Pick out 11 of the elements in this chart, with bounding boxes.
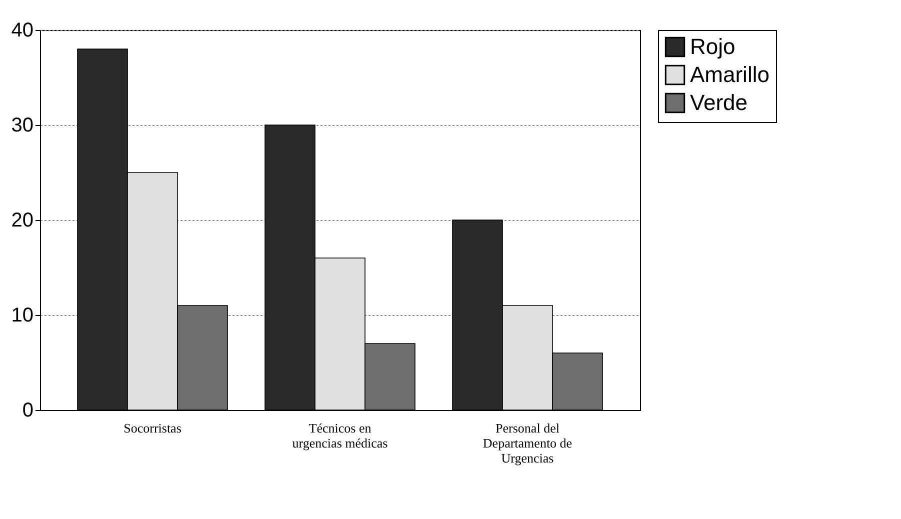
y-tick-label: 10	[11, 304, 34, 326]
x-tick-label: Técnicos en urgencias médicas	[292, 420, 388, 450]
y-tick-label: 40	[11, 20, 34, 42]
y-tick-label: 0	[22, 400, 34, 422]
legend-label: Amarillo	[690, 62, 770, 87]
x-tick-label: Socorristas	[124, 420, 182, 436]
y-tick-label: 30	[11, 114, 34, 136]
legend-label: Rojo	[690, 34, 736, 59]
x-tick-label: Personal del Departamento de Urgencias	[482, 420, 572, 466]
y-tick-label: 20	[11, 210, 34, 232]
legend-label: Verde	[690, 90, 748, 115]
